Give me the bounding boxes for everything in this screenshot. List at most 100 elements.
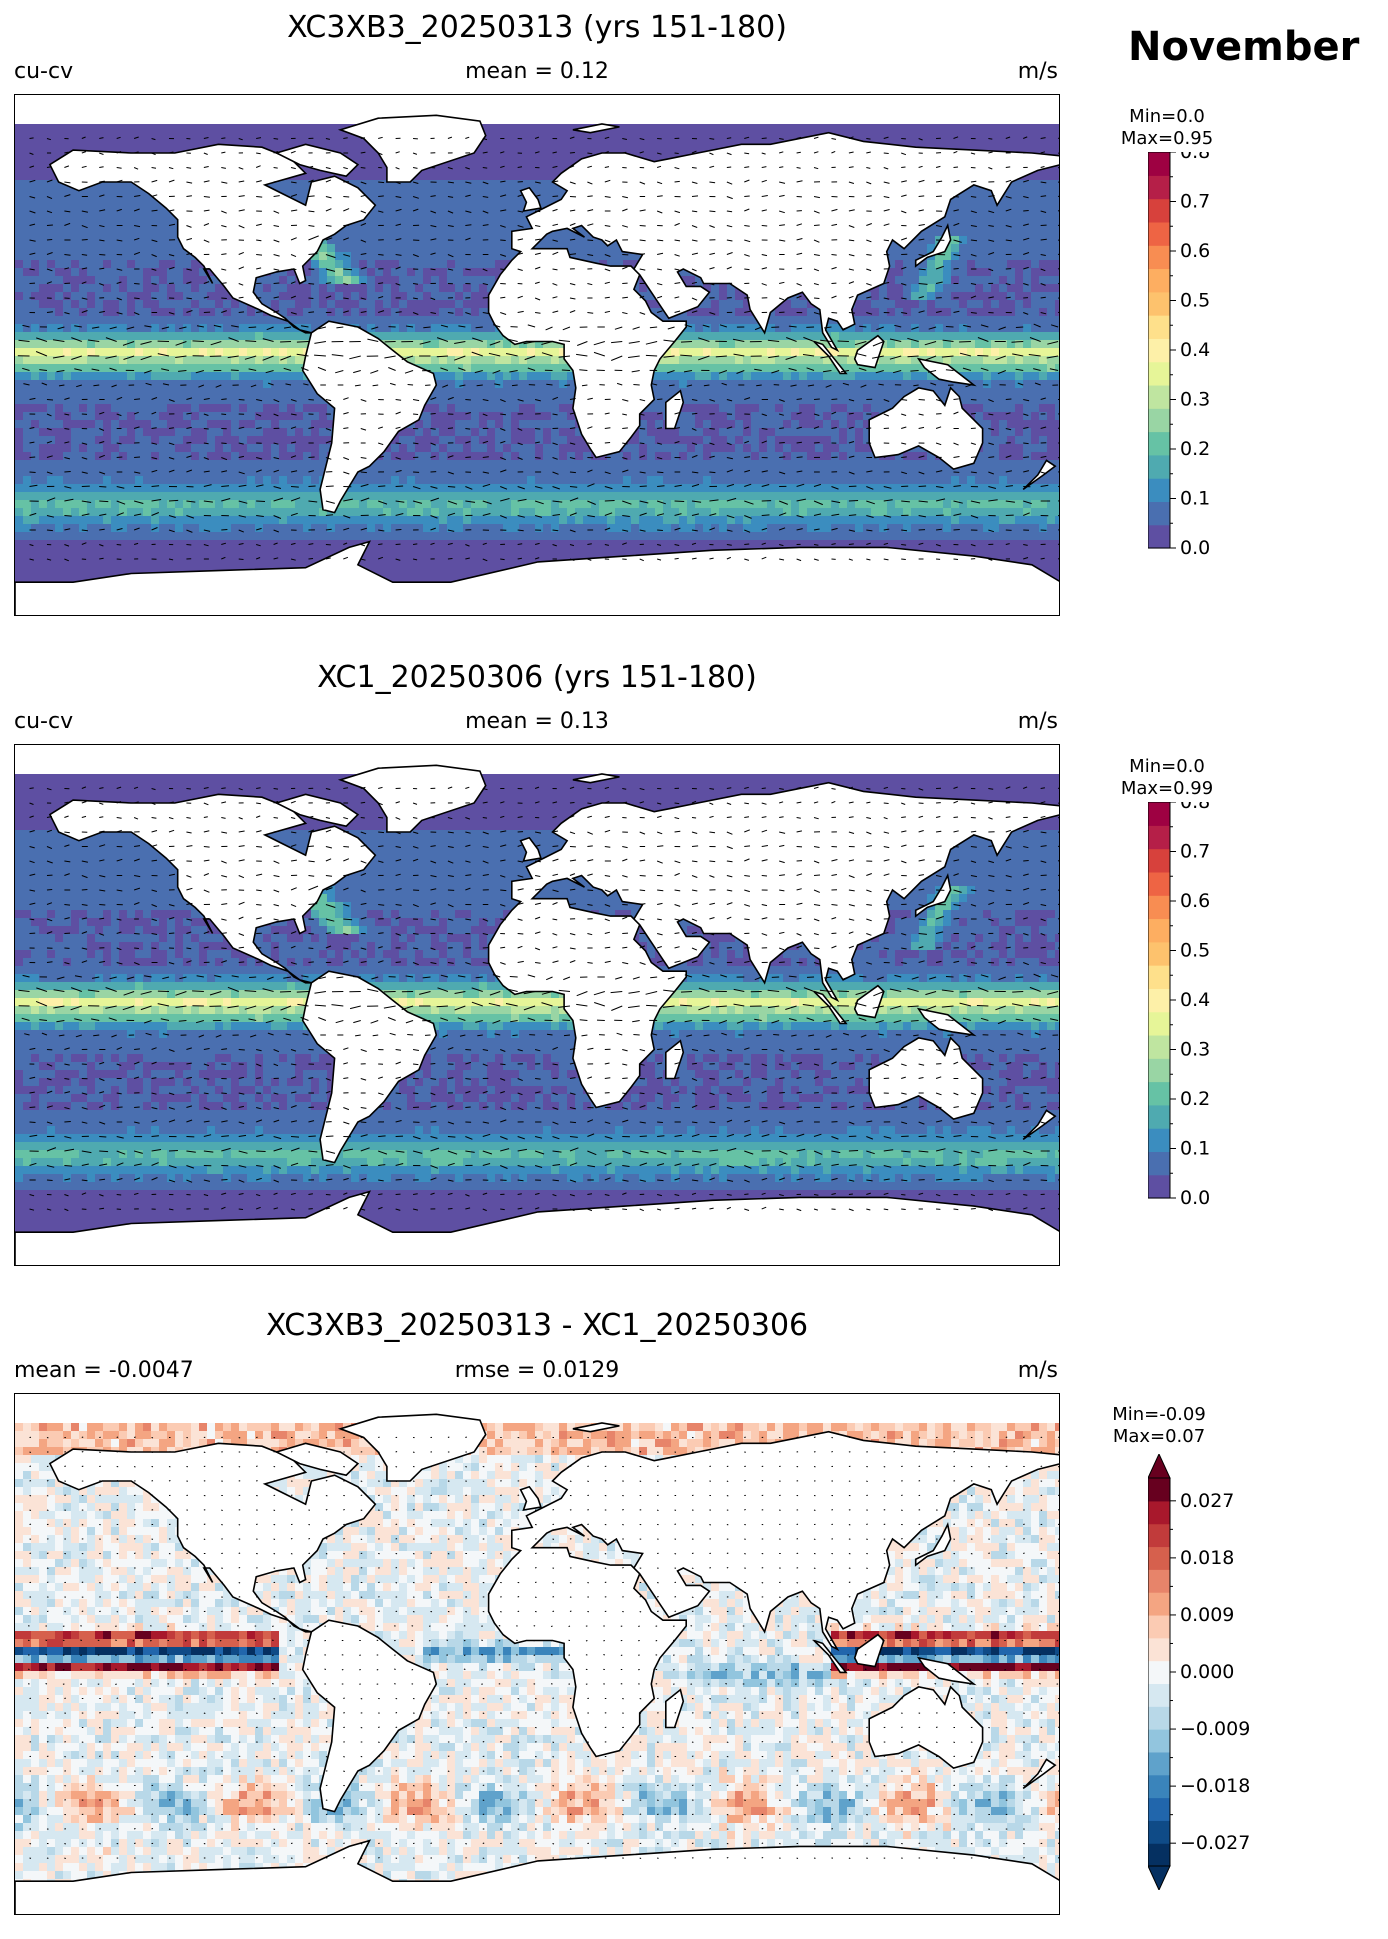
panel-3-max-label: Max=0.07	[1100, 1426, 1218, 1448]
colorbar-band	[1148, 1683, 1170, 1707]
colorbar-band	[1148, 1706, 1170, 1730]
landmass-south-america	[301, 320, 438, 514]
colorbar-bands	[1148, 802, 1170, 1199]
colorbar-band	[1148, 361, 1170, 386]
panel-3-minmax: Min=-0.09 Max=0.07	[1100, 1404, 1218, 1448]
colorbar-tick-label: 0.018	[1180, 1547, 1234, 1569]
landmass-new-zealand	[1022, 1758, 1057, 1790]
colorbar-band	[1148, 384, 1170, 409]
landmass-south-america	[301, 1619, 438, 1813]
colorbar-band	[1148, 988, 1170, 1013]
panel-3-mean-label: mean = -0.0047	[14, 1358, 194, 1383]
colorbar-tick-label: 0.3	[1180, 389, 1210, 411]
colorbar-tick-label: 0.8	[1180, 152, 1210, 163]
colorbar-tick-label: −0.027	[1180, 1832, 1250, 1854]
colorbar-band	[1148, 1592, 1170, 1616]
panel-1-colorbar: 0.0 0.1 0.2 0.3 0.4 0.5 0.6 0.7 0.8	[1148, 152, 1210, 559]
panel-2-colorbar: 0.0 0.1 0.2 0.3 0.4 0.5 0.6 0.7 0.8	[1148, 802, 1210, 1209]
colorbar-band	[1148, 175, 1170, 200]
colorbar-band	[1148, 1478, 1170, 1502]
landmass-australia	[868, 1685, 984, 1769]
colorbar-band	[1148, 454, 1170, 479]
colorbar-band	[1148, 221, 1170, 246]
colorbar-band	[1148, 1751, 1170, 1776]
panel-2-max-label: Max=0.99	[1108, 778, 1226, 800]
colorbar-band	[1148, 1637, 1170, 1662]
colorbar-tick-label: −0.009	[1180, 1718, 1250, 1740]
panel-2-minmax: Min=0.0 Max=0.99	[1108, 756, 1226, 800]
panel-2-mean-label: mean = 0.13	[14, 709, 1060, 734]
colorbar-tick-label: 0.6	[1180, 240, 1210, 262]
colorbar-band	[1148, 1660, 1170, 1685]
colorbar-band	[1148, 1774, 1170, 1799]
landmass-baffin	[274, 793, 360, 828]
panel-1-map	[14, 94, 1060, 616]
colorbar-band	[1148, 501, 1170, 526]
colorbar-band	[1148, 1843, 1170, 1867]
panel-1-variable-label: cu-cv	[14, 59, 73, 84]
landmass-antarctica	[15, 1839, 1059, 1914]
colorbar-band	[1148, 1569, 1170, 1593]
colorbar-band	[1148, 941, 1170, 966]
colorbar-tick-label: 0.4	[1180, 989, 1210, 1011]
colorbar-band	[1148, 408, 1170, 433]
panel-3-rmse-label: rmse = 0.0129	[14, 1358, 1060, 1383]
current-vectors	[18, 786, 1059, 1212]
colorbar-band	[1148, 965, 1170, 989]
landmass-japan	[914, 223, 952, 268]
colorbar-bands	[1148, 1478, 1170, 1867]
current-vectors	[17, 136, 1059, 562]
landmass-madagascar	[664, 1688, 685, 1729]
landmass-svalbard	[572, 123, 620, 134]
landmass-baffin	[274, 143, 360, 178]
colorbar-band	[1148, 338, 1170, 363]
panel-3-colorbar: −0.027 −0.018 −0.009 0.000 0.009 0.018 0.027	[1148, 1454, 1250, 1890]
colorbar-tick-label: 0.4	[1180, 339, 1210, 361]
landmass-sumatra	[813, 340, 848, 375]
landmass-svalbard	[572, 773, 620, 784]
colorbar-extend-max	[1148, 1454, 1171, 1479]
colorbar-tick-label: 0.0	[1180, 537, 1210, 559]
colorbar-band	[1148, 1546, 1170, 1570]
panel-3-units-label: m/s	[1018, 1358, 1058, 1383]
colorbar-band	[1148, 198, 1170, 223]
colorbar-tick-label: 0.5	[1180, 290, 1210, 312]
landmass-africa-eurasia	[487, 1430, 1059, 1758]
colorbar-tick-label: 0.3	[1180, 1039, 1210, 1061]
colorbar-band	[1148, 245, 1170, 270]
land-masses	[15, 114, 1059, 615]
colorbar-tick-label: 0.5	[1180, 940, 1210, 962]
colorbar-band	[1148, 1729, 1170, 1753]
landmass-madagascar	[664, 389, 685, 430]
colorbar-tick-label: 0.1	[1180, 488, 1210, 510]
landmass-uk	[519, 1485, 542, 1512]
colorbar-band	[1148, 825, 1170, 850]
landmass-uk	[519, 186, 542, 213]
colorbar-tick-label: 0.027	[1180, 1490, 1234, 1512]
panel-2-map	[14, 744, 1060, 1266]
colorbar-band	[1148, 802, 1170, 826]
colorbar-tick-label: 0.7	[1180, 191, 1210, 213]
colorbar-tick-label: 0.2	[1180, 438, 1210, 460]
current-vectors	[27, 1436, 1059, 1860]
landmass-borneo	[853, 984, 885, 1019]
month-label: November	[1128, 24, 1359, 70]
colorbar-band	[1148, 1614, 1170, 1639]
panel-1-min-label: Min=0.0	[1108, 106, 1226, 128]
panel-1-mean-label: mean = 0.12	[14, 59, 1060, 84]
colorbar-band	[1148, 1058, 1170, 1083]
panel-2-min-label: Min=0.0	[1108, 756, 1226, 778]
landmass-australia	[868, 386, 984, 470]
colorbar-band	[1148, 848, 1170, 873]
colorbar-tick-label: 0.000	[1180, 1661, 1234, 1683]
landmass-sumatra	[813, 1639, 848, 1674]
colorbar-band	[1148, 478, 1170, 503]
landmass-africa-eurasia	[487, 131, 1059, 459]
colorbar-band	[1148, 1034, 1170, 1059]
colorbar-band	[1148, 1151, 1170, 1176]
colorbar-tick-label: 0.0	[1180, 1187, 1210, 1209]
colorbar-band	[1148, 1104, 1170, 1129]
colorbar-bands	[1148, 152, 1170, 549]
landmass-new-zealand	[1022, 1109, 1057, 1141]
colorbar-band	[1148, 895, 1170, 920]
